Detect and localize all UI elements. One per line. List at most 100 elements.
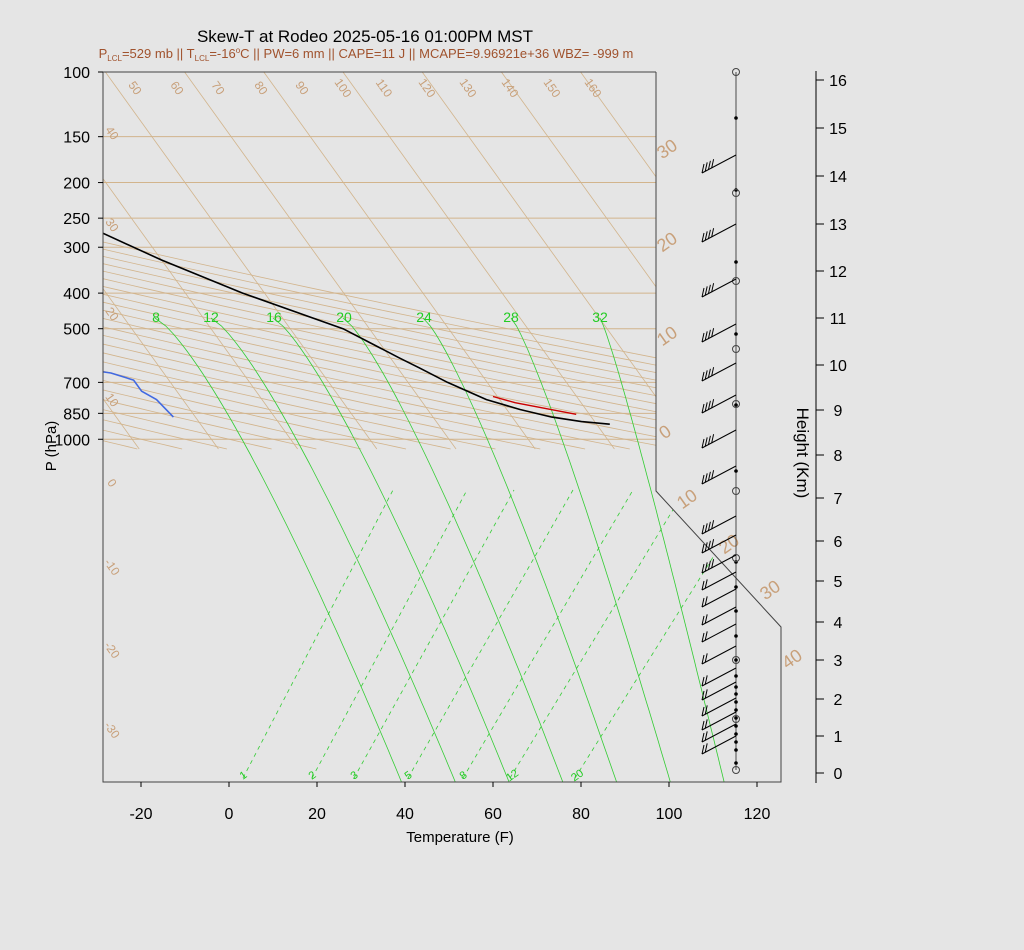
wind-barb-feather [704, 653, 708, 663]
mandatory-level-marker [732, 656, 740, 664]
wind-barb-feather [701, 371, 705, 382]
wind-barb-feather [701, 732, 705, 743]
wind-barb-feather [701, 597, 705, 608]
subtitle-rest: C || PW=6 mm || CAPE=11 J || MCAPE=9.969… [240, 46, 633, 61]
wind-barb-feather [711, 434, 715, 444]
dewpoint-line [103, 72, 174, 418]
height-tick-label: 2 [834, 692, 843, 709]
wind-barb-feather [701, 474, 705, 485]
wind-barbs [701, 68, 740, 774]
wind-level-dot [734, 716, 738, 720]
height-tick-label: 13 [829, 217, 847, 234]
height-tick-label: 15 [829, 121, 847, 138]
chart-subtitle: PLCL=529 mb || TLCL=-16oC || PW=6 mm || … [99, 46, 634, 63]
wind-barb-feather [711, 328, 715, 338]
wind-level-dot [734, 658, 738, 662]
subtitle-p-lcl-value: =529 mb || [122, 46, 187, 61]
isotherm-line [158, 72, 457, 450]
wind-barb-feather [711, 470, 715, 480]
wind-barb-staff [701, 667, 737, 687]
wind-barb-staff [701, 645, 737, 665]
height-tick-label: 7 [834, 491, 843, 508]
wind-level-dot [734, 403, 738, 407]
mandatory-level-marker [732, 487, 740, 495]
mandatory-level-marker [732, 554, 740, 562]
wind-level-dot [734, 585, 738, 589]
dry-adiabat [103, 72, 227, 450]
theta-e-label: 20 [336, 309, 352, 325]
subtitle-p-lcl-symbol: P [99, 46, 108, 61]
subtitle-t-lcl-sub: LCL [195, 54, 210, 63]
moist-adiabat [154, 317, 402, 782]
temperature-tick-label: 100 [656, 806, 683, 823]
height-tick-label: 12 [829, 264, 847, 281]
mandatory-level-marker [732, 189, 740, 197]
x-axis-title: Temperature (F) [406, 829, 514, 846]
dry-adiabat-label: 100 [332, 76, 355, 101]
pressure-tick-label: 850 [63, 406, 90, 423]
height-tick-label: 3 [834, 653, 843, 670]
wind-barb-feather [707, 521, 711, 531]
theta-e-label: 12 [203, 309, 219, 325]
theta-e-label: 28 [503, 309, 519, 325]
wind-barb-feather [704, 402, 708, 412]
isotherm-label-right: 0 [655, 421, 675, 443]
dry-adiabat [103, 72, 781, 450]
wind-barb-feather [701, 403, 705, 414]
height-tick-label: 10 [829, 358, 847, 375]
wind-barb-feather [711, 159, 715, 169]
temperature-tick-label: -20 [129, 806, 152, 823]
wind-barb-feather [701, 438, 705, 449]
wind-level-dot [734, 260, 738, 264]
dry-adiabat-label: 50 [125, 79, 144, 98]
dry-adiabat [103, 72, 781, 450]
wind-level-dot [734, 692, 738, 696]
wind-barb-feather [711, 539, 715, 549]
wind-barb-feather [704, 370, 708, 380]
dry-adiabat-label: 90 [292, 79, 311, 98]
moist-adiabat [272, 317, 510, 782]
wind-barb-feather [704, 614, 708, 624]
dry-adiabat-label: 160 [582, 76, 605, 101]
wind-barb-staff [701, 323, 737, 343]
dry-adiabat [103, 72, 781, 450]
wind-barb-feather [701, 744, 705, 755]
wind-level-dot [734, 740, 738, 744]
wind-barb-feather [704, 675, 708, 685]
moist-adiabat [422, 317, 617, 782]
temperature-tick-label: 60 [484, 806, 502, 823]
temperature-tick-label: 80 [572, 806, 590, 823]
pressure-tick-label: 300 [63, 240, 90, 257]
wind-barb-feather [701, 543, 705, 554]
wind-barb-feather [701, 232, 705, 243]
wind-level-dot [734, 724, 738, 728]
wind-barb-feather [704, 231, 708, 241]
dry-adiabat [103, 72, 781, 450]
pressure-tick-label: 1000 [54, 432, 90, 449]
wind-barb-feather [701, 287, 705, 298]
wind-barb-feather [704, 542, 708, 552]
wind-barb-staff [701, 697, 737, 717]
dry-adiabat-label: 120 [416, 76, 439, 101]
plot-border [102, 71, 782, 783]
wind-barb-feather [701, 615, 705, 626]
wind-level-dot [734, 748, 738, 752]
dry-adiabat-label: 70 [208, 79, 227, 98]
wind-barb-feather [704, 743, 708, 753]
dry-adiabat-label: 140 [499, 76, 522, 101]
mandatory-level-marker [732, 345, 740, 353]
wind-barb-feather [707, 540, 711, 550]
moist-adiabat [342, 317, 564, 782]
wind-barb-feather [701, 632, 705, 643]
wind-barb-feather [704, 286, 708, 296]
dry-adiabat-label: 150 [541, 76, 564, 101]
height-tick-label: 5 [834, 574, 843, 591]
height-tick-label: 14 [829, 169, 847, 186]
wind-barb-feather [701, 580, 705, 591]
isotherm-label-right: 30 [653, 135, 681, 163]
wind-barb-feather [704, 689, 708, 699]
height-tick-label: 9 [834, 403, 843, 420]
dry-adiabat [103, 72, 451, 450]
